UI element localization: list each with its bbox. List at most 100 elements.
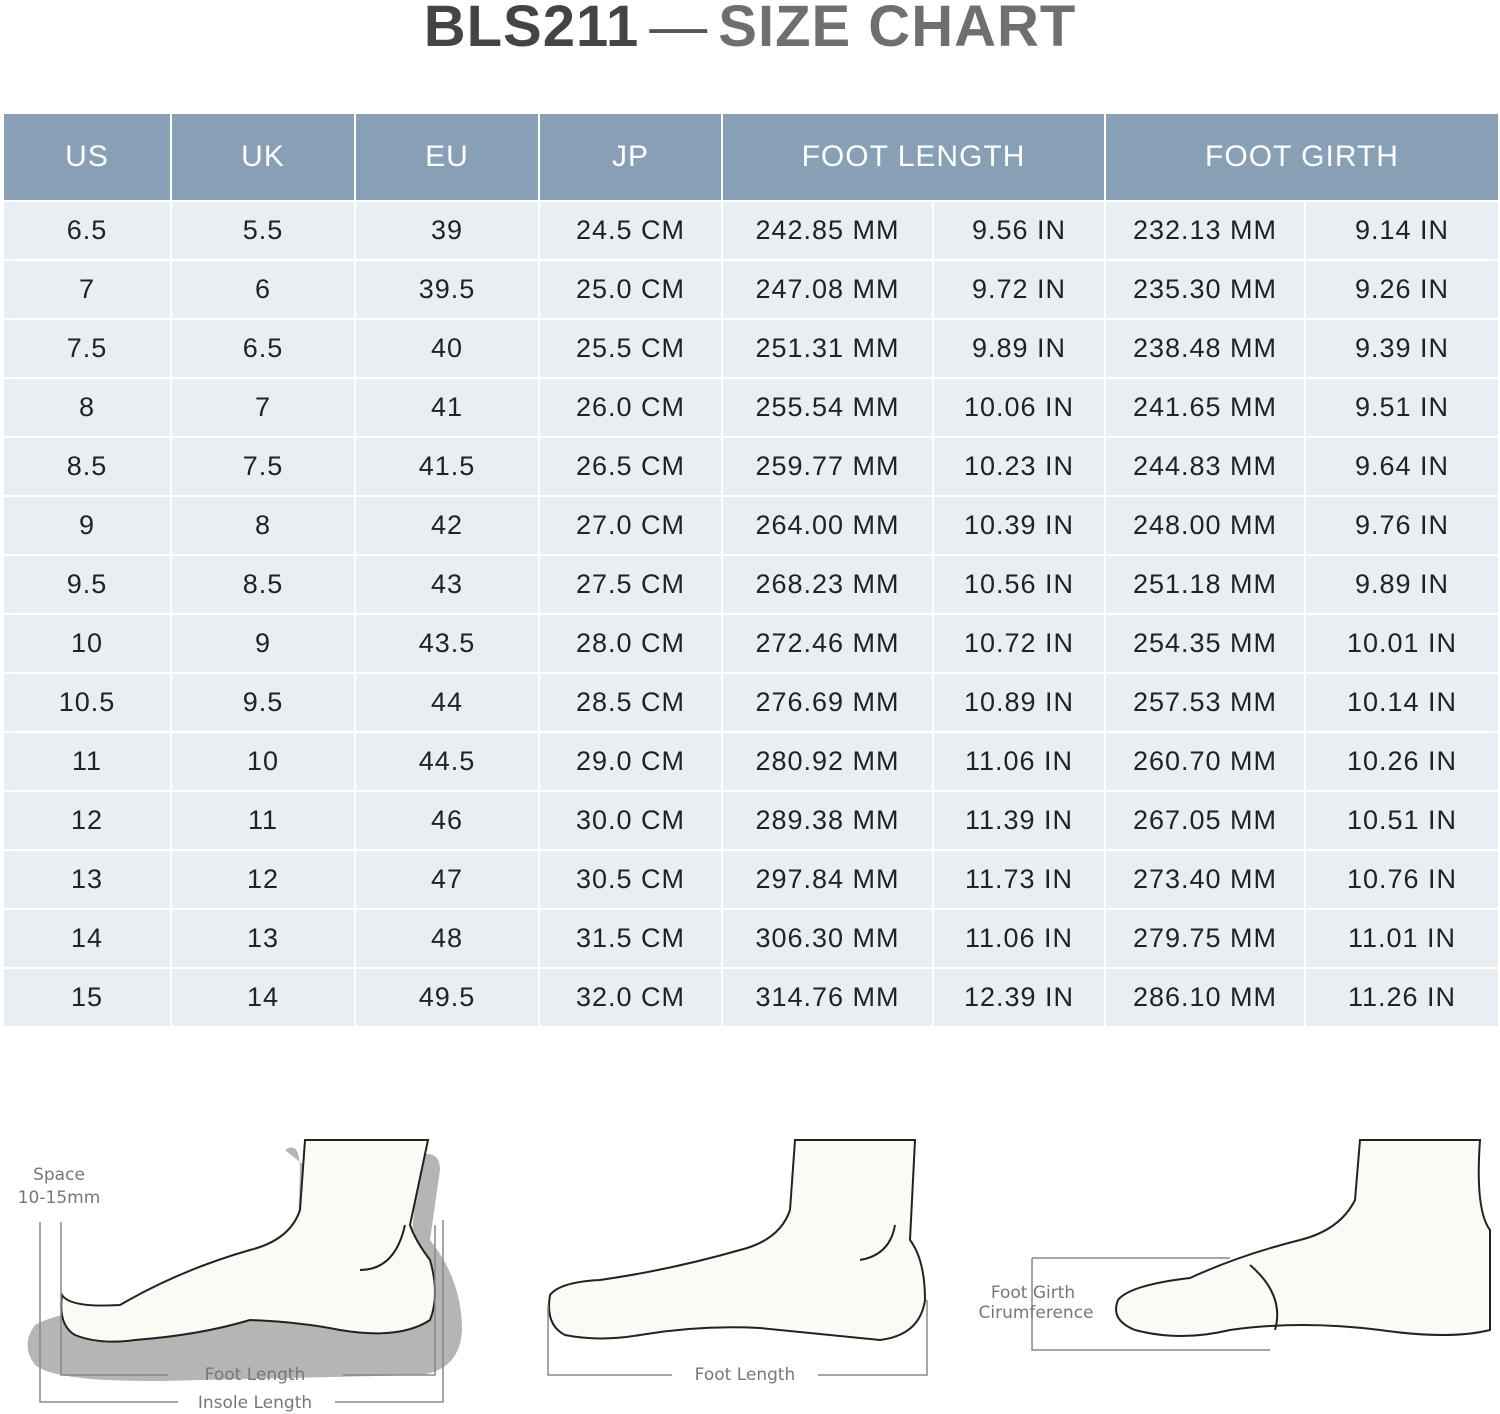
table-cell: 10 — [170, 731, 356, 792]
table-cell: 272.46 MM — [721, 613, 934, 674]
table-cell: 11.06 IN — [932, 731, 1106, 792]
table-cell: 260.70 MM — [1104, 731, 1306, 792]
table-cell: 11.06 IN — [932, 908, 1106, 969]
table-cell: 9 — [170, 613, 356, 674]
table-cell: 46 — [354, 790, 540, 851]
table-row: 9 8 42 27.0 CM 264.00 MM 10.39 IN 248.00 MM 9.7… — [2, 495, 1500, 556]
foot-girth-illustration: Foot Girth Cirumference — [978, 1139, 1491, 1351]
table-cell: 9.5 — [170, 672, 356, 733]
table-cell: 39.5 — [354, 259, 540, 320]
table-cell: 25.5 CM — [538, 318, 723, 379]
table-cell: 39 — [354, 200, 540, 261]
table-cell: 29.0 CM — [538, 731, 723, 792]
title-separator: — — [649, 0, 709, 59]
table-cell: 9.5 — [2, 554, 172, 615]
model-name: BLS211 — [423, 0, 640, 59]
table-cell: 251.31 MM — [721, 318, 934, 379]
table-cell: 41.5 — [354, 436, 540, 497]
table-cell: 13 — [170, 908, 356, 969]
table-body: 6.5 5.5 39 24.5 CM 242.85 MM 9.56 IN 232.13 MM… — [2, 200, 1500, 1028]
table-cell: 10.01 IN — [1304, 613, 1500, 674]
table-cell: 238.48 MM — [1104, 318, 1306, 379]
table-cell: 8 — [2, 377, 172, 438]
table-cell: 12 — [2, 790, 172, 851]
table-cell: 10.89 IN — [932, 672, 1106, 733]
table-row: 12 11 46 30.0 CM 289.38 MM 11.39 IN 267.05 MM 1… — [2, 790, 1500, 851]
table-cell: 241.65 MM — [1104, 377, 1306, 438]
table-row: 8 7 41 26.0 CM 255.54 MM 10.06 IN 241.65 MM 9.5… — [2, 377, 1500, 438]
table-cell: 7 — [2, 259, 172, 320]
table-cell: 257.53 MM — [1104, 672, 1306, 733]
table-cell: 279.75 MM — [1104, 908, 1306, 969]
table-cell: 48 — [354, 908, 540, 969]
table-cell: 9.26 IN — [1304, 259, 1500, 320]
table-cell: 44.5 — [354, 731, 540, 792]
table-cell: 10.39 IN — [932, 495, 1106, 556]
size-chart-table: US UK EU JP FOOT LENGTH FOOT GIRTH 6.5 5.… — [2, 112, 1500, 1028]
table-cell: 8.5 — [170, 554, 356, 615]
table-cell: 47 — [354, 849, 540, 910]
table-cell: 25.0 CM — [538, 259, 723, 320]
page-title: BLS211— SIZE CHART — [0, 0, 1500, 62]
table-cell: 267.05 MM — [1104, 790, 1306, 851]
space-value-label: 10-15mm — [18, 1188, 101, 1208]
table-cell: 24.5 CM — [538, 200, 723, 261]
header-foot-length: FOOT LENGTH — [721, 112, 1106, 202]
table-row: 7 6 39.5 25.0 CM 247.08 MM 9.72 IN 235.30 MM 9.… — [2, 259, 1500, 320]
table-cell: 10.14 IN — [1304, 672, 1500, 733]
table-cell: 6.5 — [170, 318, 356, 379]
table-cell: 11 — [170, 790, 356, 851]
table-cell: 26.5 CM — [538, 436, 723, 497]
table-cell: 30.0 CM — [538, 790, 723, 851]
table-cell: 235.30 MM — [1104, 259, 1306, 320]
table-header-row: US UK EU JP FOOT LENGTH FOOT GIRTH — [2, 112, 1500, 202]
table-cell: 286.10 MM — [1104, 967, 1306, 1028]
insole-length-label: Insole Length — [198, 1393, 312, 1413]
header-jp: JP — [538, 112, 723, 202]
table-row: 15 14 49.5 32.0 CM 314.76 MM 12.39 IN 286.10 M… — [2, 967, 1500, 1028]
table-cell: 7.5 — [170, 436, 356, 497]
table-cell: 9.89 IN — [1304, 554, 1500, 615]
table-cell: 9.14 IN — [1304, 200, 1500, 261]
space-label: Space — [33, 1165, 85, 1185]
table-cell: 31.5 CM — [538, 908, 723, 969]
header-eu: EU — [354, 112, 540, 202]
foot-length-label-2: Foot Length — [695, 1365, 796, 1385]
table-cell: 9.39 IN — [1304, 318, 1500, 379]
table-cell: 15 — [2, 967, 172, 1028]
table-cell: 10.76 IN — [1304, 849, 1500, 910]
table-cell: 12.39 IN — [932, 967, 1106, 1028]
header-us: US — [2, 112, 172, 202]
table-cell: 12 — [170, 849, 356, 910]
table-cell: 14 — [2, 908, 172, 969]
table-cell: 9.56 IN — [932, 200, 1106, 261]
table-cell: 273.40 MM — [1104, 849, 1306, 910]
table-cell: 11 — [2, 731, 172, 792]
table-cell: 10.51 IN — [1304, 790, 1500, 851]
table-cell: 254.35 MM — [1104, 613, 1306, 674]
table-cell: 30.5 CM — [538, 849, 723, 910]
header-foot-girth: FOOT GIRTH — [1104, 112, 1500, 202]
foot-length-label: Foot Length — [205, 1365, 306, 1385]
table-cell: 314.76 MM — [721, 967, 934, 1028]
table-cell: 41 — [354, 377, 540, 438]
table-row: 7.5 6.5 40 25.5 CM 251.31 MM 9.89 IN 238.48 MM… — [2, 318, 1500, 379]
table-row: 8.5 7.5 41.5 26.5 CM 259.77 MM 10.23 IN 244.83… — [2, 436, 1500, 497]
table-row: 9.5 8.5 43 27.5 CM 268.23 MM 10.56 IN 251.18 M… — [2, 554, 1500, 615]
table-cell: 11.39 IN — [932, 790, 1106, 851]
foot-length-illustration: Foot Length — [547, 1139, 928, 1385]
table-cell: 43 — [354, 554, 540, 615]
table-row: 10 9 43.5 28.0 CM 272.46 MM 10.72 IN 254.35 MM… — [2, 613, 1500, 674]
table-cell: 8 — [170, 495, 356, 556]
table-cell: 11.01 IN — [1304, 908, 1500, 969]
table-row: 10.5 9.5 44 28.5 CM 276.69 MM 10.89 IN 257.53 … — [2, 672, 1500, 733]
table-cell: 6 — [170, 259, 356, 320]
table-cell: 297.84 MM — [721, 849, 934, 910]
table-cell: 26.0 CM — [538, 377, 723, 438]
table-row: 13 12 47 30.5 CM 297.84 MM 11.73 IN 273.40 MM 1… — [2, 849, 1500, 910]
table-cell: 9.76 IN — [1304, 495, 1500, 556]
table-cell: 7.5 — [2, 318, 172, 379]
table-cell: 28.5 CM — [538, 672, 723, 733]
table-cell: 9.89 IN — [932, 318, 1106, 379]
girth-label: Foot Girth — [991, 1283, 1075, 1303]
